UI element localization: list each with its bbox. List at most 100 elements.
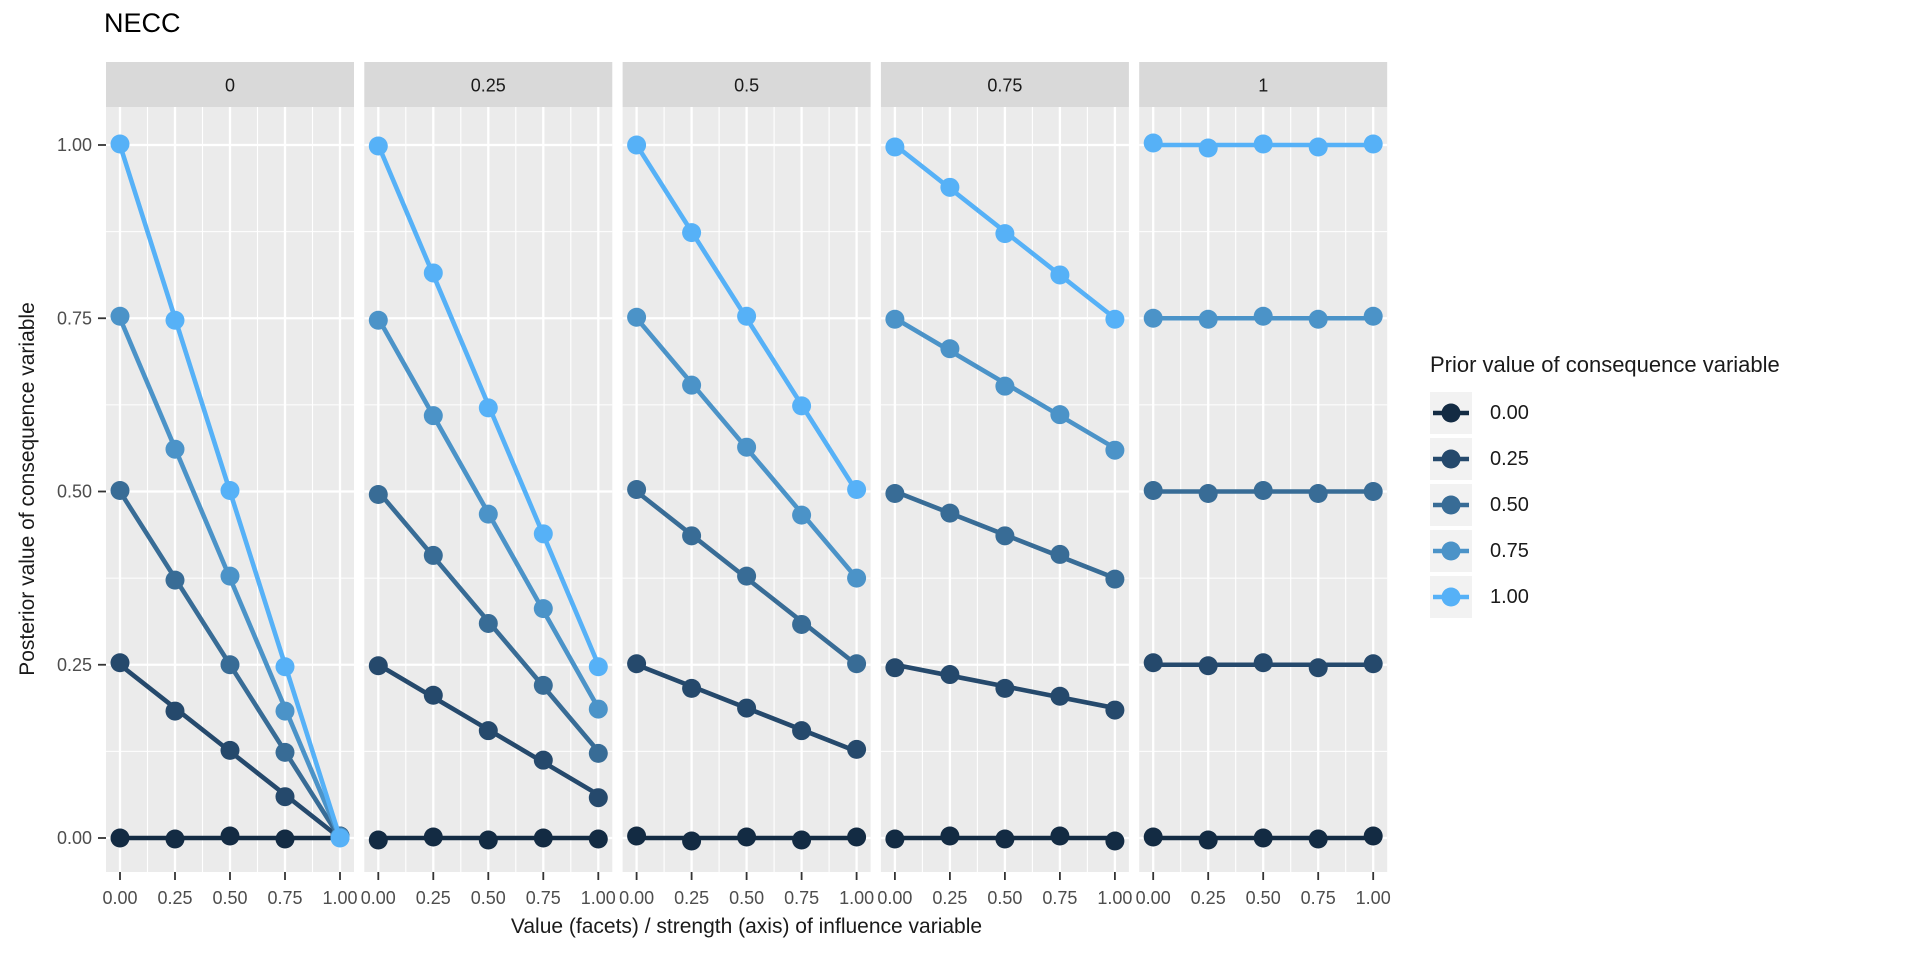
y-axis-ticks: 0.00 0.25 0.50 0.75 1.00: [57, 135, 106, 848]
data-point: [792, 721, 812, 741]
legend-point-line-icon: [1433, 495, 1469, 515]
data-point: [1308, 484, 1328, 503]
facet-strip-label: 0.75: [987, 76, 1022, 96]
series-points-0.25: [627, 654, 867, 759]
x-axis-ticks: 0.00 0.25 0.50 0.75 1.00: [877, 872, 1132, 908]
series-points-0.75: [627, 307, 867, 588]
data-point: [1143, 308, 1163, 328]
y-tick-label: 0.00: [57, 828, 92, 848]
x-axis-ticks: 0.00 0.25 0.50 0.75 1.00: [102, 872, 358, 908]
x-tick-label: 0.50: [987, 888, 1022, 908]
y-axis-title: Posterior value of consequence variable: [16, 302, 39, 676]
x-tick-label: 0.00: [619, 888, 654, 908]
series-points-1.00: [1143, 133, 1383, 158]
data-point: [478, 398, 498, 418]
legend-label: 0.75: [1490, 539, 1529, 562]
data-point: [1363, 826, 1383, 846]
x-tick-label: 0.25: [157, 888, 192, 908]
data-point: [737, 437, 757, 457]
legend-key-glyph: [1430, 530, 1472, 572]
series-points-0.00: [885, 826, 1125, 851]
series-points-0.00: [1143, 826, 1383, 850]
legend-key-glyph: [1430, 576, 1472, 618]
series-points-0.25: [368, 656, 608, 808]
data-point: [1363, 134, 1383, 154]
data-point: [588, 788, 608, 808]
data-point: [1105, 569, 1125, 589]
x-axis-ticks: 0.00 0.25 0.50 0.75 1.00: [361, 872, 616, 908]
legend-key-glyph: [1430, 484, 1472, 526]
data-point: [940, 503, 960, 523]
legend-title: Prior value of consequence variable: [1430, 352, 1780, 377]
data-point: [792, 614, 812, 634]
x-tick-label: 0.50: [471, 888, 506, 908]
data-point: [792, 396, 812, 416]
data-point: [1308, 829, 1328, 849]
facet-strip: [622, 62, 871, 107]
data-point: [792, 505, 812, 525]
data-point: [368, 830, 388, 850]
data-point: [478, 504, 498, 524]
data-point: [627, 480, 647, 499]
data-point: [165, 829, 185, 849]
data-point: [220, 826, 240, 846]
data-point: [1143, 481, 1163, 500]
x-tick-label: 0.75: [1301, 888, 1336, 908]
facet-strip: [106, 62, 354, 107]
x-tick-label: 0.00: [1136, 888, 1171, 908]
legend-point-line-icon: [1433, 541, 1469, 561]
facet-strip: [364, 62, 613, 107]
legend-label: 0.00: [1490, 401, 1529, 424]
data-point: [737, 827, 757, 847]
x-tick-label: 1.00: [322, 888, 357, 908]
data-point: [1253, 828, 1273, 848]
facet-0: 0 0.00 0.25 0.50 0.75 1.00: [102, 62, 358, 908]
data-point: [165, 439, 185, 459]
data-point: [885, 137, 905, 157]
legend-entry: 0.00: [1430, 392, 1780, 434]
x-tick-label: 0.75: [267, 888, 302, 908]
series-points-1.00: [110, 134, 350, 848]
legend-label: 0.25: [1490, 447, 1529, 470]
data-point: [1143, 827, 1163, 847]
data-point: [220, 566, 240, 586]
data-point: [1143, 133, 1163, 153]
data-point: [368, 136, 388, 156]
y-tick-label: 0.50: [57, 482, 92, 502]
x-axis-ticks: 0.00 0.25 0.50 0.75 1.00: [619, 872, 874, 908]
data-point: [275, 829, 295, 849]
data-point: [940, 177, 960, 197]
legend-label: 0.50: [1490, 493, 1529, 516]
data-point: [423, 827, 443, 847]
data-point: [275, 742, 295, 762]
series-points-0.50: [1143, 481, 1383, 503]
chart-title: NECC: [104, 8, 181, 38]
data-point: [423, 685, 443, 705]
x-tick-label: 0.25: [1191, 888, 1226, 908]
x-tick-label: 1.00: [839, 888, 874, 908]
data-point: [940, 826, 960, 846]
data-point: [588, 743, 608, 763]
series-points-0.75: [368, 310, 608, 719]
facet-strip-label: 0.5: [734, 76, 759, 96]
data-point: [478, 721, 498, 741]
series-points-0.00: [627, 826, 867, 851]
facet-1: 1 0.00 0.25 0.50 0.75 1.00: [1136, 62, 1391, 908]
data-point: [423, 263, 443, 283]
x-tick-label: 0.50: [729, 888, 764, 908]
data-point: [682, 831, 702, 851]
data-point: [847, 568, 867, 588]
x-tick-label: 0.75: [784, 888, 819, 908]
legend-entry: 0.25: [1430, 438, 1780, 480]
legend-point: [1441, 541, 1461, 561]
x-tick-label: 0.00: [361, 888, 396, 908]
data-point: [533, 828, 553, 848]
data-point: [1308, 658, 1328, 678]
data-point: [1198, 138, 1218, 158]
data-point: [1253, 306, 1273, 326]
data-point: [1198, 309, 1218, 329]
data-point: [1308, 309, 1328, 329]
data-point: [995, 829, 1015, 849]
